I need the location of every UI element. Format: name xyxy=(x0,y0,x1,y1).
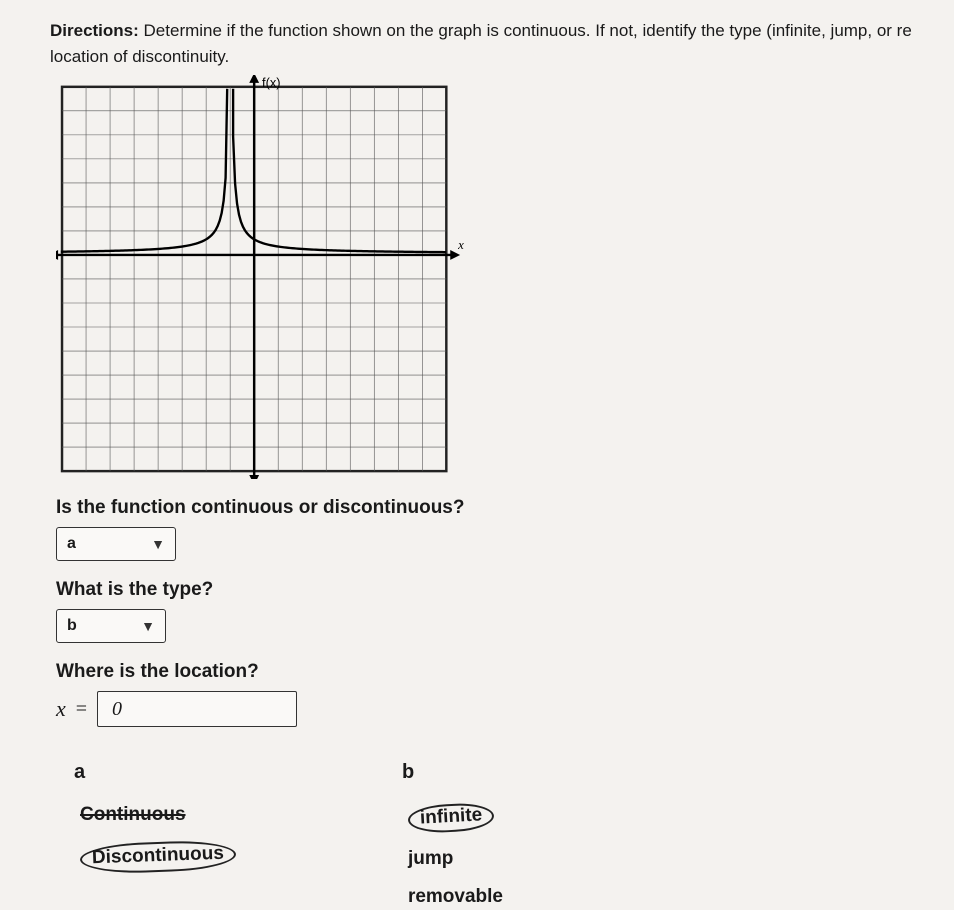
directions-label: Directions: xyxy=(50,21,139,40)
question-2: What is the type? b ▼ xyxy=(56,579,914,643)
answer-col-a: a Continuous Discontinuous xyxy=(74,761,242,910)
answer-b-label: b xyxy=(402,761,509,784)
answer-b-infinite: infinite xyxy=(402,802,509,834)
chevron-down-icon: ▼ xyxy=(151,536,165,552)
directions-body-2: location of discontinuity. xyxy=(50,47,229,66)
answer-a-continuous: Continuous xyxy=(74,802,242,828)
function-graph: f(x) x xyxy=(56,75,476,479)
answer-b-jump: jump xyxy=(402,846,509,872)
svg-text:x: x xyxy=(457,238,464,252)
answer-a-discontinuous: Discontinuous xyxy=(74,840,242,874)
answer-key-row: a Continuous Discontinuous b infinite ju… xyxy=(74,761,914,910)
graph-container: f(x) x xyxy=(56,75,914,479)
answer-b-opt1-text: infinite xyxy=(407,802,495,834)
answer-b-removable: removable xyxy=(402,884,509,910)
answer-a-label: a xyxy=(74,761,242,784)
question-2-text: What is the type? xyxy=(56,579,914,601)
question-3: Where is the location? x = 0 xyxy=(56,661,914,727)
question-2-dropdown[interactable]: b ▼ xyxy=(56,609,166,643)
answer-col-b: b infinite jump removable xyxy=(402,761,509,910)
question-3-text: Where is the location? xyxy=(56,661,914,683)
question-3-var: x xyxy=(56,696,66,722)
answer-a-opt2-text: Discontinuous xyxy=(80,839,237,874)
question-3-value: 0 xyxy=(112,698,122,721)
question-1-text: Is the function continuous or discontinu… xyxy=(56,497,914,519)
directions-text: Directions: Determine if the function sh… xyxy=(50,18,914,69)
question-2-value: b xyxy=(67,617,77,635)
chevron-down-icon: ▼ xyxy=(141,618,155,634)
answer-b-opt2-text: jump xyxy=(408,848,453,869)
question-3-input[interactable]: 0 xyxy=(97,691,297,727)
answer-a-opt1-text: Continuous xyxy=(80,804,186,825)
svg-text:f(x): f(x) xyxy=(262,75,280,90)
question-3-eq: = xyxy=(76,698,87,721)
question-1: Is the function continuous or discontinu… xyxy=(56,497,914,561)
answer-b-opt3-text: removable xyxy=(408,886,503,907)
question-1-dropdown[interactable]: a ▼ xyxy=(56,527,176,561)
question-1-value: a xyxy=(67,535,76,553)
directions-body-1: Determine if the function shown on the g… xyxy=(144,21,912,40)
